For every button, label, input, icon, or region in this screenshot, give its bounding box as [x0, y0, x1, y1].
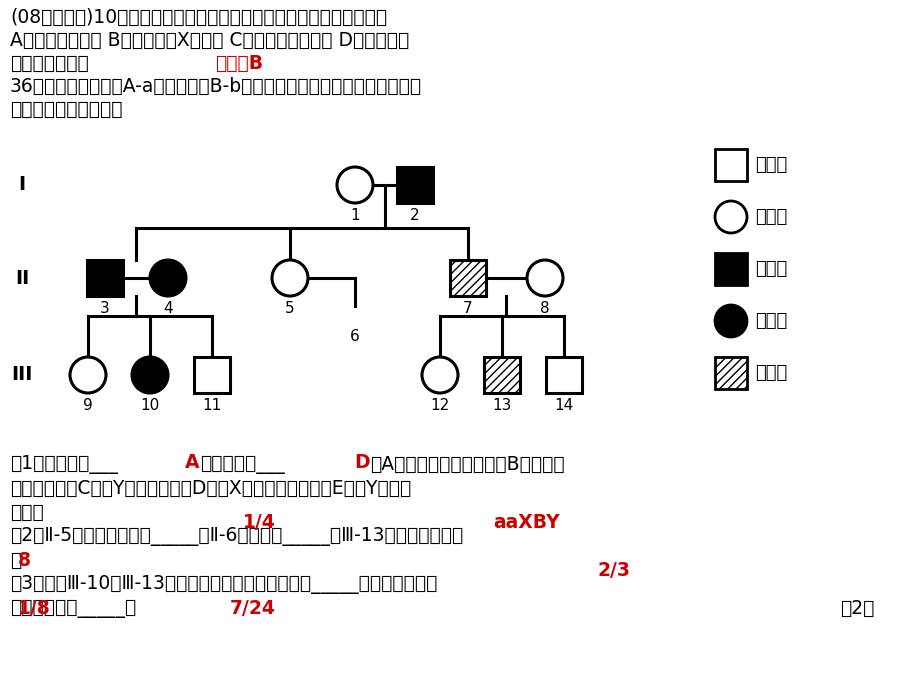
Text: 12: 12: [430, 398, 449, 413]
Text: 2: 2: [410, 208, 419, 223]
Text: 甲病男: 甲病男: [754, 260, 787, 278]
Text: 13: 13: [492, 398, 511, 413]
Text: 体隐性遗传病C．伴Y染色体遗传病D．伴X染色体隐性遗传病E．伴Y染色体: 体隐性遗传病C．伴Y染色体遗传病D．伴X染色体隐性遗传病E．伴Y染色体: [10, 479, 411, 498]
Text: A: A: [185, 453, 199, 472]
Bar: [194, 357, 230, 393]
Text: 14: 14: [554, 398, 573, 413]
Text: 9: 9: [83, 398, 93, 413]
Text: 1/8: 1/8: [18, 599, 51, 618]
Text: 答案：B: 答案：B: [215, 54, 263, 73]
Text: 遗传病: 遗传病: [10, 503, 44, 522]
Text: 。A．常染色体显性遗传病B．常染色: 。A．常染色体显性遗传病B．常染色: [369, 455, 564, 474]
Circle shape: [70, 357, 106, 393]
Text: 11: 11: [202, 398, 221, 413]
Circle shape: [714, 201, 746, 233]
Circle shape: [272, 260, 308, 296]
Text: ，乙病属于___: ，乙病属于___: [199, 455, 285, 474]
Text: III: III: [11, 366, 33, 384]
Bar: [714, 149, 746, 181]
Text: 正常女: 正常女: [754, 208, 787, 226]
Text: 病，请回答以下问题：: 病，请回答以下问题：: [10, 100, 122, 119]
Circle shape: [131, 357, 168, 393]
Text: （2）Ⅱ-5为纯合体概率是_____，Ⅱ-6基因型为_____，Ⅲ-13致病基因来自于: （2）Ⅱ-5为纯合体概率是_____，Ⅱ-6基因型为_____，Ⅲ-13致病基因…: [10, 527, 463, 546]
Bar: [449, 260, 485, 296]
Text: I: I: [18, 175, 26, 195]
Text: 乙病男: 乙病男: [754, 364, 787, 382]
Text: (08广东生物)10．正常双亲产下一头矮生雄性牛犊。以下解释不可能是: (08广东生物)10．正常双亲产下一头矮生雄性牛犊。以下解释不可能是: [10, 8, 387, 27]
Text: 8: 8: [539, 301, 550, 316]
Text: 2/3: 2/3: [597, 561, 630, 580]
Text: 8: 8: [18, 551, 31, 570]
Text: 5: 5: [285, 301, 294, 316]
Bar: [714, 357, 746, 389]
Bar: [714, 253, 746, 285]
Text: 7: 7: [462, 301, 472, 316]
Text: 10: 10: [141, 398, 160, 413]
Circle shape: [422, 357, 458, 393]
Text: 3: 3: [100, 301, 109, 316]
Circle shape: [527, 260, 562, 296]
Text: 6: 6: [350, 329, 359, 344]
Text: 正常男: 正常男: [754, 156, 787, 174]
Text: 矮生基因携带者: 矮生基因携带者: [10, 54, 88, 73]
Circle shape: [336, 167, 372, 203]
Text: 1: 1: [350, 208, 359, 223]
Text: 7/24: 7/24: [230, 599, 276, 618]
Bar: [483, 357, 519, 393]
Bar: [397, 167, 433, 203]
Text: 。: 。: [10, 551, 21, 570]
Text: D: D: [354, 453, 369, 472]
Circle shape: [150, 260, 186, 296]
Text: 第2页: 第2页: [839, 599, 873, 618]
Text: A．雄犊营养不良 B．雄犊携带X染色体 C．发生了基因突变 D．双亲都是: A．雄犊营养不良 B．雄犊携带X染色体 C．发生了基因突变 D．双亲都是: [10, 31, 409, 50]
Bar: [545, 357, 582, 393]
Text: 4: 4: [163, 301, 173, 316]
Text: aaXBY: aaXBY: [493, 513, 559, 532]
Text: 甲病女: 甲病女: [754, 312, 787, 330]
Circle shape: [714, 305, 746, 337]
Text: （1）甲病属于___: （1）甲病属于___: [10, 455, 118, 474]
Text: （3）假如Ⅲ-10和Ⅲ-13结婚，生育孩子患甲病概率是_____，患乙病概率是: （3）假如Ⅲ-10和Ⅲ-13结婚，生育孩子患甲病概率是_____，患乙病概率是: [10, 575, 437, 594]
Text: 1/4: 1/4: [243, 513, 276, 532]
Text: ，不病概率是_____。: ，不病概率是_____。: [10, 599, 136, 618]
Bar: [87, 260, 123, 296]
Text: 36．下列图为甲病（A-a）和乙病（B-b）遗传系谱图，其中乙病为催性遗传: 36．下列图为甲病（A-a）和乙病（B-b）遗传系谱图，其中乙病为催性遗传: [10, 77, 422, 96]
Text: II: II: [15, 268, 29, 288]
